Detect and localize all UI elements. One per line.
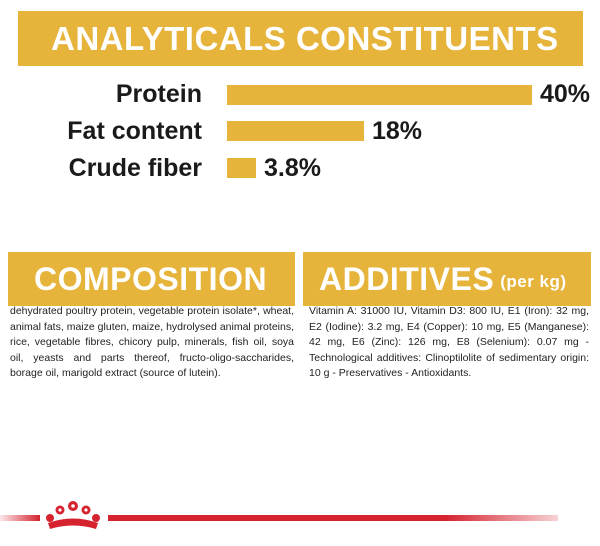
fat-label: Fat content — [67, 117, 202, 145]
footer-line — [108, 515, 558, 521]
composition-title: COMPOSITION — [34, 261, 268, 297]
composition-text: dehydrated poultry protein, vegetable pr… — [10, 305, 294, 379]
additives-header: ADDITIVES (per kg) — [303, 252, 591, 306]
fat-bar — [227, 121, 364, 141]
footer-line-left — [0, 515, 40, 521]
analytics-title: ANALYTICALS CONSTITUENTS — [51, 20, 559, 57]
protein-label: Protein — [115, 80, 202, 108]
fiber-bar — [227, 158, 256, 178]
analytics-header: ANALYTICALS CONSTITUENTS — [18, 11, 583, 66]
composition-header: COMPOSITION — [8, 252, 295, 306]
fat-value: 18% — [372, 117, 423, 145]
protein-value: 40% — [540, 80, 591, 108]
fiber-label: Crude fiber — [68, 154, 202, 182]
protein-bar — [227, 85, 532, 105]
additives-title: ADDITIVES — [319, 261, 495, 297]
additives-text: Vitamin A: 31000 IU, Vitamin D3: 800 IU,… — [309, 305, 589, 379]
royal-canin-crown-icon — [46, 501, 100, 529]
additives-suffix: (per kg) — [500, 271, 567, 291]
fiber-value: 3.8% — [264, 154, 321, 182]
